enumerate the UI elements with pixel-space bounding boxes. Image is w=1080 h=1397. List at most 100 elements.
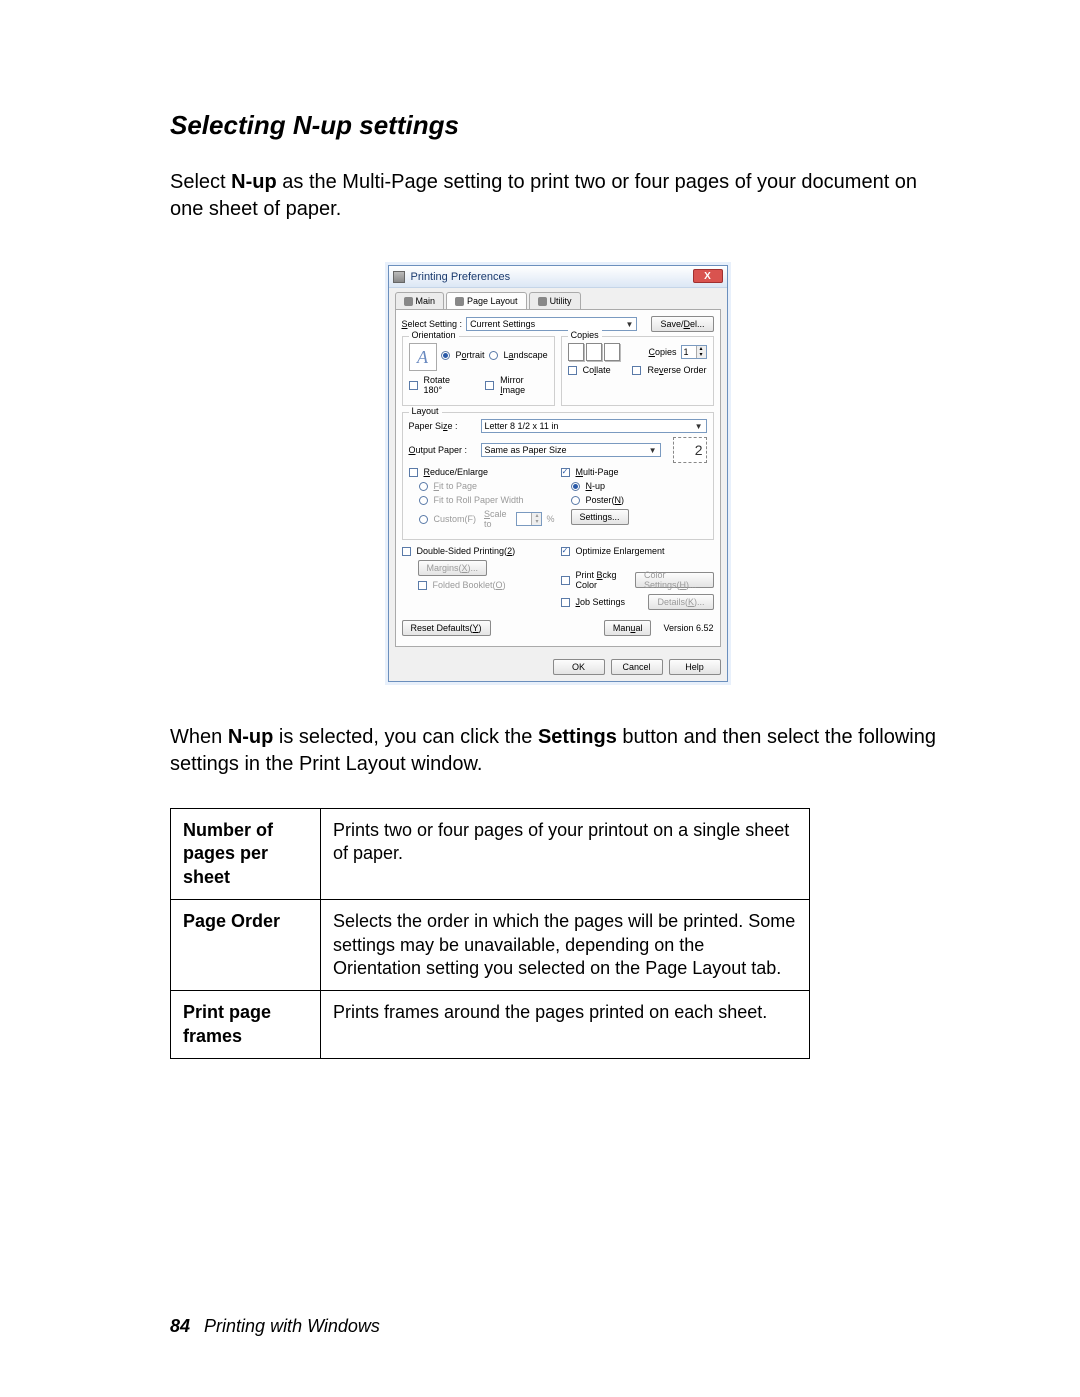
main-icon [404,297,413,306]
optimize-check[interactable] [561,547,570,556]
color-settings-button[interactable]: Color Settings(H)... [635,572,714,588]
margins-button[interactable]: Margins(X)... [418,560,488,576]
poster-label: Poster(N) [586,495,625,505]
settings-button[interactable]: Settings... [571,509,629,525]
titlebar: Printing Preferences X [389,266,727,288]
cancel-button[interactable]: Cancel [611,659,663,675]
tab-page-layout-label: Page Layout [467,296,518,306]
orientation-legend: Orientation [409,330,459,340]
settings-table: Number of pages per sheet Prints two or … [170,808,810,1059]
fit-page-radio[interactable] [419,482,428,491]
tabs: Main Page Layout Utility [389,288,727,309]
cell-val: Prints frames around the pages printed o… [321,991,810,1059]
nup-preview-number: 2 [695,442,703,458]
utility-icon [538,297,547,306]
section-title: Selecting N-up settings [170,110,945,141]
nup-preview: 2 [673,437,707,463]
save-del-button[interactable]: Save/Del... [651,316,713,332]
manual-page: Selecting N-up settings Select N-up as t… [0,0,1080,1397]
multipage-check[interactable] [561,468,570,477]
select-setting-combo[interactable]: Current Settings ▼ [466,317,637,331]
close-button[interactable]: X [693,269,723,283]
scale-spinner[interactable]: ▴▾ [516,512,543,526]
dialog-screenshot: Printing Preferences X Main Page Layout … [170,265,945,682]
portrait-radio[interactable] [441,351,450,360]
cell-val: Selects the order in which the pages wil… [321,900,810,991]
help-label: Help [685,662,704,672]
collate-check[interactable] [568,366,577,375]
intro-paragraph: Select N-up as the Multi-Page setting to… [170,169,945,223]
ok-button[interactable]: OK [553,659,605,675]
scale-to-label: Scale to [484,509,512,529]
footer-text: Printing with Windows [204,1316,380,1336]
reverse-check[interactable] [632,366,641,375]
landscape-label: Landscape [504,350,548,360]
nup-radio[interactable] [571,482,580,491]
intro-pre: Select [170,171,231,193]
chevron-down-icon: ▼ [626,320,634,329]
percent-label: % [546,514,554,524]
select-setting-value: Current Settings [470,319,535,329]
copies-legend: Copies [568,330,602,340]
collate-label: Collate [583,365,611,375]
reset-defaults-button[interactable]: Reset Defaults(Y) [402,620,491,636]
orientation-icon: A [409,343,437,371]
custom-label: Custom(F) [434,514,477,524]
chevron-down-icon: ▼ [649,446,657,455]
folded-booklet-label: Folded Booklet(O) [433,580,506,590]
copies-icon [568,343,620,361]
page-layout-icon [455,297,464,306]
paper-size-value: Letter 8 1/2 x 11 in [485,421,559,431]
after-p1: When [170,726,228,748]
manual-button[interactable]: Manual [604,620,652,636]
print-bckg-check[interactable] [561,576,570,585]
settings-button-label: Settings... [580,512,620,522]
after-p2: is selected, you can click the [273,726,538,748]
chevron-down-icon: ▼ [695,422,703,431]
table-row: Print page frames Prints frames around t… [171,991,810,1059]
rotate-check[interactable] [409,381,418,390]
fit-roll-label: Fit to Roll Paper Width [434,495,524,505]
landscape-radio[interactable] [489,351,498,360]
double-sided-check[interactable] [402,547,411,556]
copies-spinner[interactable]: 1▴▾ [681,345,707,359]
tab-main[interactable]: Main [395,292,445,309]
rotate-label: Rotate 180° [424,375,468,395]
printing-preferences-dialog: Printing Preferences X Main Page Layout … [388,265,728,682]
output-paper-label: Output Paper : [409,445,477,455]
cancel-label: Cancel [622,662,650,672]
poster-radio[interactable] [571,496,580,505]
tab-utility-label: Utility [550,296,572,306]
reduce-enlarge-label: Reduce/Enlarge [424,467,489,477]
fit-roll-radio[interactable] [419,496,428,505]
mirror-check[interactable] [485,381,494,390]
tab-utility[interactable]: Utility [529,292,581,309]
folded-booklet-check[interactable] [418,581,427,590]
multipage-label: Multi-Page [576,467,619,477]
help-button[interactable]: Help [669,659,721,675]
table-row: Number of pages per sheet Prints two or … [171,809,810,900]
page-footer: 84 Printing with Windows [170,1316,380,1337]
job-settings-check[interactable] [561,598,570,607]
reduce-enlarge-check[interactable] [409,468,418,477]
table-row: Page Order Selects the order in which th… [171,900,810,991]
copies-fieldset: Copies Copies 1▴▾ Collate Reverse Order [561,336,714,406]
double-sided-label: Double-Sided Printing(2) [417,546,516,556]
details-button[interactable]: Details(K)... [648,594,713,610]
nup-label: N-up [586,481,606,491]
after-b2: Settings [538,726,617,748]
printer-icon [393,271,405,283]
portrait-label: Portrait [456,350,485,360]
version-label: Version 6.52 [663,623,713,633]
select-setting-label: Select Setting : [402,319,463,329]
output-paper-combo[interactable]: Same as Paper Size▼ [481,443,661,457]
cell-key: Page Order [171,900,321,991]
cell-key: Number of pages per sheet [171,809,321,900]
job-settings-label: Job Settings [576,597,626,607]
page-number: 84 [170,1316,190,1336]
custom-radio[interactable] [419,515,428,524]
after-b1: N-up [228,726,274,748]
paper-size-combo[interactable]: Letter 8 1/2 x 11 in ▼ [481,419,707,433]
layout-fieldset: Layout Paper Size : Letter 8 1/2 x 11 in… [402,412,714,540]
tab-page-layout[interactable]: Page Layout [446,292,527,309]
